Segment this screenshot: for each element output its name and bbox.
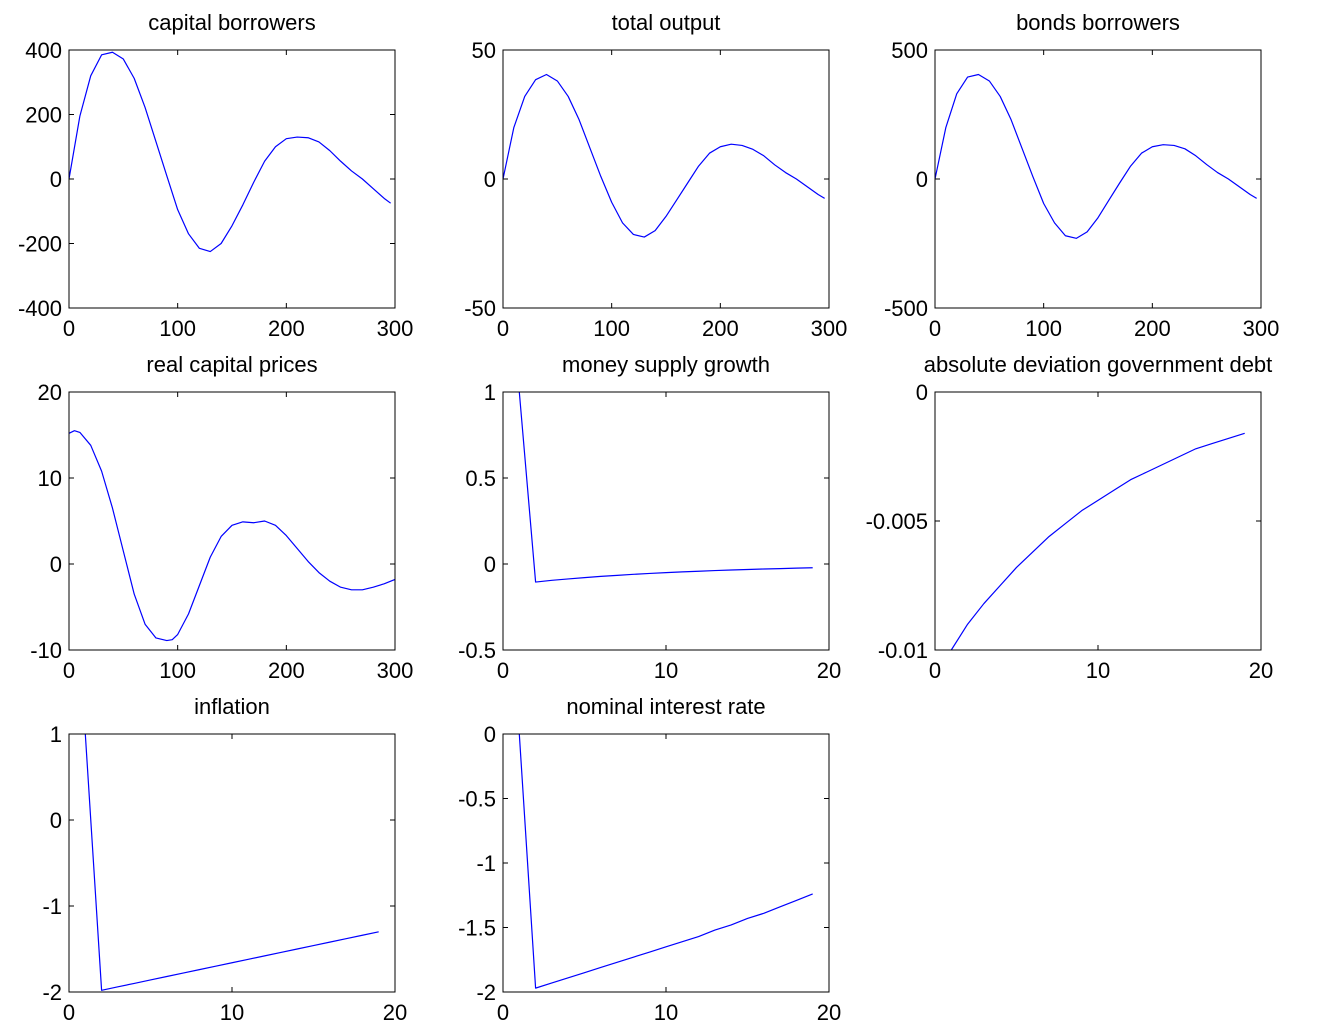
x-tick-label: 200 — [1134, 316, 1171, 341]
y-tick-label: -0.005 — [866, 509, 928, 534]
y-tick-label: 1 — [484, 380, 496, 405]
series-line — [950, 432, 1245, 650]
y-tick-label: -50 — [464, 296, 496, 321]
x-tick-label: 100 — [1025, 316, 1062, 341]
axes-frame — [68, 391, 396, 651]
y-tick-label: -0.5 — [458, 787, 496, 812]
y-tick-label: 10 — [38, 466, 62, 491]
x-tick-label: 200 — [268, 658, 305, 683]
subplot-6: absolute deviation government debt 0 10 20 -… — [866, 352, 1274, 683]
x-tick-label: 0 — [497, 316, 509, 341]
axes-frame — [68, 733, 396, 993]
y-tick-label: -0.5 — [458, 638, 496, 663]
axes-frame — [934, 49, 1262, 309]
series-line — [518, 734, 813, 989]
x-tick-label: 100 — [159, 658, 196, 683]
x-tick-label: 0 — [63, 1000, 75, 1025]
y-tick-label: -500 — [884, 296, 928, 321]
x-tick-label: 300 — [1243, 316, 1280, 341]
subplot-7: inflation 0 10 20 -2 -1 0 1 — [42, 694, 407, 1025]
subplot-title: nominal interest rate — [566, 694, 765, 719]
y-tick-label: -0.01 — [878, 638, 928, 663]
x-tick-label: 0 — [63, 658, 75, 683]
y-tick-label: -1.5 — [458, 916, 496, 941]
subplot-title: real capital prices — [146, 352, 317, 377]
x-tick-label: 300 — [811, 316, 848, 341]
y-tick-label: -200 — [18, 232, 62, 257]
subplot-title: total output — [612, 10, 721, 35]
x-tick-label: 0 — [929, 658, 941, 683]
y-tick-label: -1 — [42, 894, 62, 919]
axes-frame — [502, 391, 830, 651]
x-tick-label: 20 — [383, 1000, 407, 1025]
y-tick-label: 1 — [50, 722, 62, 747]
y-tick-label: 200 — [25, 103, 62, 128]
subplot-1: capital borrowers 0 100 200 300 -400 -200 0 200 4… — [18, 10, 413, 341]
y-tick-label: 0 — [484, 167, 496, 192]
y-tick-label: 0 — [916, 380, 928, 405]
y-tick-label: 0 — [50, 167, 62, 192]
x-tick-label: 20 — [1249, 658, 1273, 683]
y-tick-label: -1 — [476, 851, 496, 876]
x-tick-label: 20 — [817, 658, 841, 683]
x-tick-label: 300 — [377, 658, 414, 683]
y-tick-label: 50 — [472, 38, 496, 63]
subplot-title: bonds borrowers — [1016, 10, 1180, 35]
y-tick-label: 0.5 — [465, 466, 496, 491]
x-tick-label: 200 — [702, 316, 739, 341]
series-line — [935, 73, 1257, 239]
y-tick-label: 400 — [25, 38, 62, 63]
x-tick-label: 0 — [497, 1000, 509, 1025]
x-tick-label: 10 — [654, 1000, 678, 1025]
x-tick-label: 20 — [817, 1000, 841, 1025]
series-line — [84, 734, 379, 991]
y-tick-label: 0 — [50, 808, 62, 833]
x-tick-label: 0 — [63, 316, 75, 341]
axes-frame — [934, 391, 1262, 651]
y-tick-label: 0 — [50, 552, 62, 577]
axes-frame — [68, 49, 396, 309]
subplot-title: inflation — [194, 694, 270, 719]
series-line — [503, 73, 825, 238]
subplot-title: capital borrowers — [148, 10, 316, 35]
x-tick-label: 10 — [220, 1000, 244, 1025]
y-tick-label: -2 — [42, 980, 62, 1005]
y-tick-label: -400 — [18, 296, 62, 321]
x-tick-label: 10 — [654, 658, 678, 683]
x-tick-label: 0 — [929, 316, 941, 341]
y-tick-label: 20 — [38, 380, 62, 405]
subplot-8: nominal interest rate 0 10 20 -2 -1.5 -1 -0.5 0 — [458, 694, 841, 1025]
series-line — [69, 51, 392, 253]
x-tick-label: 0 — [497, 658, 509, 683]
x-tick-label: 100 — [159, 316, 196, 341]
x-tick-label: 10 — [1086, 658, 1110, 683]
subplot-title: absolute deviation government debt — [924, 352, 1273, 377]
x-tick-label: 100 — [593, 316, 630, 341]
x-tick-label: 200 — [268, 316, 305, 341]
y-tick-label: 500 — [891, 38, 928, 63]
series-line — [69, 430, 395, 642]
y-tick-label: -2 — [476, 980, 496, 1005]
axes-frame — [502, 733, 830, 993]
axes-frame — [502, 49, 830, 309]
subplot-title: money supply growth — [562, 352, 770, 377]
series-line — [518, 392, 813, 583]
y-tick-label: -10 — [30, 638, 62, 663]
y-tick-label: 0 — [484, 722, 496, 747]
y-tick-label: 0 — [484, 552, 496, 577]
y-tick-label: 0 — [916, 167, 928, 192]
x-tick-label: 300 — [377, 316, 414, 341]
